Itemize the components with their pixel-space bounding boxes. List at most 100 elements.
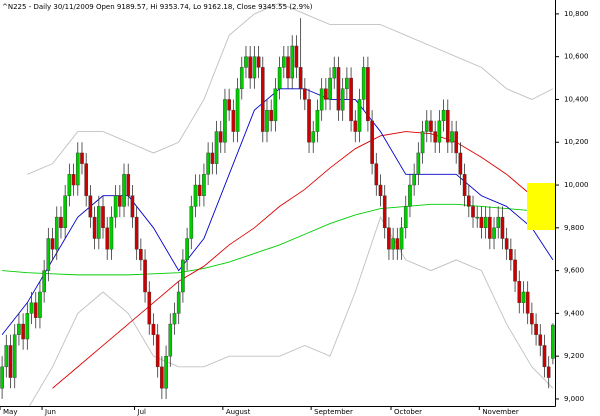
candle-body — [239, 67, 244, 89]
y-tick-label: 9,400 — [564, 309, 584, 317]
y-tick-label: 9,600 — [564, 267, 584, 275]
candle-body — [282, 56, 286, 68]
candle-body — [130, 195, 135, 218]
candle-body — [105, 227, 110, 250]
candle-body — [324, 88, 328, 100]
candle-body — [147, 291, 152, 325]
candle-body — [429, 120, 433, 132]
candle-body — [231, 109, 236, 132]
candle-body — [424, 120, 429, 132]
candle-body — [218, 131, 223, 143]
candle-body — [210, 152, 215, 164]
candle-body — [378, 184, 383, 196]
candle-body — [143, 259, 147, 293]
candle-body — [370, 120, 374, 164]
candle-body — [496, 216, 501, 229]
candle-body — [273, 88, 278, 122]
candle-body — [420, 131, 425, 154]
candle-body — [38, 291, 42, 318]
candle-body — [530, 313, 534, 325]
candle-body — [80, 152, 84, 164]
candle-body — [319, 88, 324, 111]
candle-body — [374, 163, 379, 186]
candle-body — [399, 227, 404, 250]
candle-body — [357, 99, 362, 132]
candle-body — [382, 195, 387, 229]
candle-body — [395, 238, 400, 250]
y-tick-label: 10,000 — [564, 181, 589, 189]
candle-body — [227, 99, 231, 111]
candle-body — [311, 131, 316, 143]
y-tick-label: 9,200 — [564, 352, 584, 360]
candle-body — [8, 345, 13, 378]
candle-body — [75, 152, 80, 186]
candle-body — [353, 120, 358, 132]
candle-body — [542, 345, 547, 368]
y-tick-label: 10,200 — [564, 138, 589, 146]
candle-body — [134, 216, 139, 250]
overlay-line — [2, 203, 553, 276]
candle-body — [223, 99, 227, 143]
candle-body — [265, 109, 269, 132]
candle-body — [25, 313, 30, 340]
candle-body — [164, 355, 168, 389]
x-tick-label: November — [482, 408, 519, 416]
candle-body — [328, 77, 332, 100]
y-tick-label: 9,800 — [564, 224, 584, 232]
candle-body — [290, 45, 295, 79]
x-tick-label: September — [314, 408, 353, 416]
candle-body — [139, 249, 143, 261]
candle-body — [33, 302, 38, 318]
candle-body — [408, 184, 412, 207]
candle-body — [437, 120, 442, 143]
candle-body — [441, 109, 446, 122]
chart-title: ^N225 - Daily 30/11/2009 Open 9189.57, H… — [2, 3, 313, 11]
candle-body — [92, 216, 97, 239]
candle-body — [303, 88, 307, 100]
x-tick-label: Jul — [137, 408, 147, 416]
candle-body — [101, 206, 105, 229]
candle-body — [168, 323, 173, 357]
candle-body — [500, 216, 505, 239]
candle-body — [277, 67, 282, 89]
candle-body — [525, 291, 530, 314]
candle-body — [197, 184, 202, 196]
candle-body — [445, 109, 450, 143]
x-tick-label: May — [3, 408, 17, 416]
candle-body — [504, 238, 509, 250]
overlay-line — [1, 88, 554, 336]
x-tick-label: Jun — [44, 408, 56, 416]
candle-body — [63, 195, 67, 229]
candle-body — [462, 174, 467, 196]
candle-body — [294, 45, 299, 68]
candle-body — [416, 152, 421, 175]
candle-body — [538, 334, 543, 346]
candle-body — [412, 174, 416, 186]
candle-body — [509, 249, 513, 261]
candle-body — [202, 174, 206, 196]
candle-body — [176, 291, 181, 314]
candle-body — [433, 131, 437, 143]
candle-body — [492, 227, 496, 239]
candle-body — [336, 67, 341, 111]
candle-body — [340, 88, 345, 111]
candle-body — [546, 366, 551, 378]
candle-body — [488, 216, 492, 239]
candle-body — [160, 366, 164, 389]
candle-body — [12, 334, 17, 378]
candle-body — [387, 227, 391, 250]
candle-body — [46, 238, 51, 271]
candle-body — [252, 56, 257, 79]
candle-body — [361, 67, 366, 100]
candle-body — [248, 56, 252, 79]
candle-body — [71, 174, 76, 186]
candle-body — [67, 174, 72, 196]
candle-body — [109, 216, 114, 250]
candle-body — [454, 131, 458, 154]
candle-body — [193, 184, 198, 207]
candle-body — [113, 195, 118, 218]
candle-body — [235, 88, 240, 132]
candle-body — [21, 323, 25, 340]
